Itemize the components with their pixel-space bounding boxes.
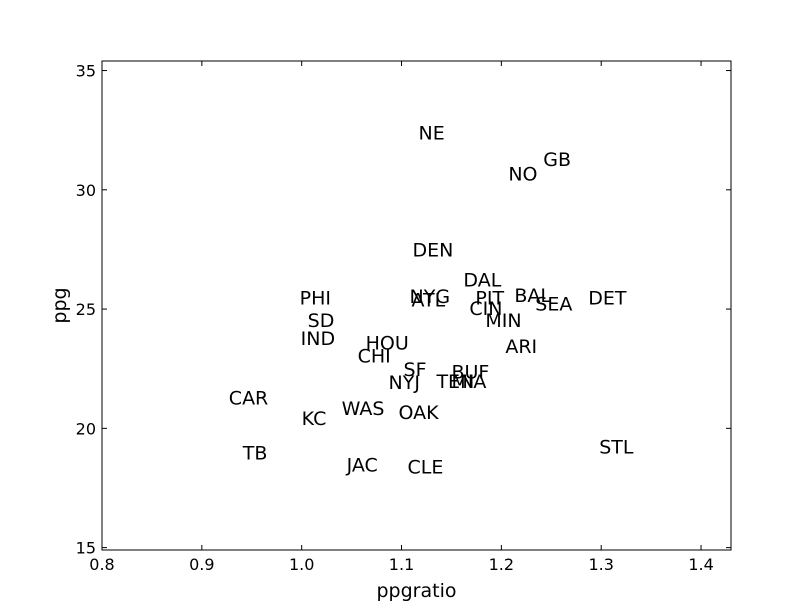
point-label-bal: BAL xyxy=(514,285,551,307)
point-label-chi: CHI xyxy=(358,346,391,368)
y-tick-label: 20 xyxy=(76,419,96,438)
point-label-no: NO xyxy=(508,163,537,185)
point-label-sea: SEA xyxy=(535,293,572,315)
x-tick-label: 1.1 xyxy=(389,555,414,574)
x-tick-labels: 0.8 0.9 1.0 1.1 1.2 1.3 1.4 xyxy=(89,555,714,574)
point-label-ind: IND xyxy=(301,328,335,350)
point-label-sd: SD xyxy=(308,310,335,332)
point-label-nyj: NYJ xyxy=(389,372,420,394)
point-label-den: DEN xyxy=(413,240,454,262)
point-label-mia: MIA xyxy=(451,371,486,393)
plot-frame xyxy=(101,60,732,551)
point-label-ari: ARI xyxy=(505,336,537,358)
x-tick-label: 1.2 xyxy=(489,555,514,574)
y-tick-label: 15 xyxy=(76,539,96,558)
point-label-atl: ATL xyxy=(412,290,446,312)
point-label-kc: KC xyxy=(302,408,327,430)
x-tick-label: 0.8 xyxy=(89,555,114,574)
point-label-cle: CLE xyxy=(408,457,444,479)
y-tick-label: 35 xyxy=(76,62,96,81)
point-label-ne: NE xyxy=(418,123,444,145)
plot-area xyxy=(102,61,731,550)
x-tick-label: 0.9 xyxy=(189,555,214,574)
point-label-tb: TB xyxy=(242,442,268,464)
point-label-sf: SF xyxy=(404,359,427,381)
point-label-cin: CIN xyxy=(469,298,502,320)
x-tick-label: 1.4 xyxy=(688,555,713,574)
point-label-phi: PHI xyxy=(300,287,331,309)
point-label-det: DET xyxy=(588,287,627,309)
point-label-car: CAR xyxy=(229,387,268,409)
x-axis-title: ppgratio xyxy=(377,580,457,602)
point-label-min: MIN xyxy=(485,310,521,332)
point-label-stl: STL xyxy=(599,436,634,458)
data-labels: NE GB NO DEN DAL NYG PIT BAL DET PHI ATL SEA CIN SD MI… xyxy=(229,123,634,479)
x-tick-label: 1.0 xyxy=(289,555,314,574)
point-label-gb: GB xyxy=(543,149,571,171)
point-label-pit: PIT xyxy=(475,287,504,309)
y-tick-label: 30 xyxy=(76,181,96,200)
point-label-jac: JAC xyxy=(346,454,378,476)
x-tick-label: 1.3 xyxy=(588,555,613,574)
point-label-oak: OAK xyxy=(399,402,440,424)
axis-ticks xyxy=(101,61,731,550)
y-tick-labels: 15 20 25 30 35 xyxy=(76,62,96,558)
point-label-buf: BUF xyxy=(451,361,489,383)
point-label-hou: HOU xyxy=(366,333,409,355)
y-axis-title: ppg xyxy=(49,287,71,323)
point-label-nyg: NYG xyxy=(410,286,451,308)
point-label-ten: TEN xyxy=(435,371,474,393)
point-label-dal: DAL xyxy=(463,269,501,291)
point-label-was: WAS xyxy=(342,398,385,420)
y-tick-label: 25 xyxy=(76,300,96,319)
